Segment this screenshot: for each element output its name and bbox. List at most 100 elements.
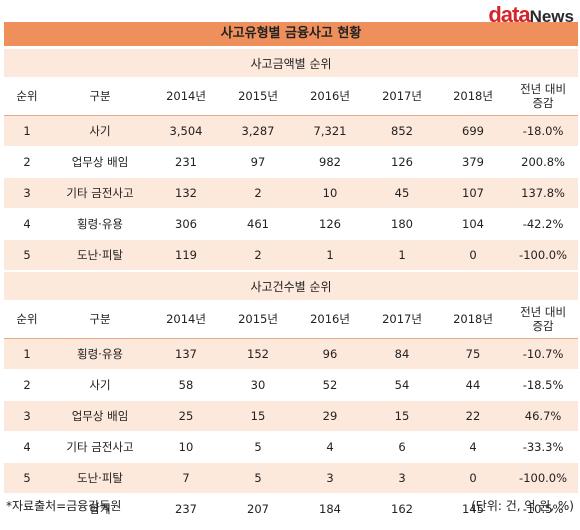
table-cell: 사기 <box>50 115 150 147</box>
table-cell: 횡령·유용 <box>50 208 150 240</box>
table-cell: 1 <box>366 239 438 271</box>
table-cell: 84 <box>366 338 438 370</box>
table-cell: 1 <box>4 338 50 370</box>
table-cell: 도난·피탈 <box>50 239 150 271</box>
table-cell: 137 <box>150 338 222 370</box>
table-cell: 137.8% <box>508 177 579 209</box>
table-cell: 379 <box>438 146 508 178</box>
table-cell: 3 <box>4 400 50 432</box>
page-title: 사고유형별 금융사고 현황 <box>4 22 578 46</box>
table-cell: 3 <box>4 177 50 209</box>
table-cell: 104 <box>438 208 508 240</box>
table-cell: -100.0% <box>508 239 579 271</box>
table-cell: 4 <box>4 431 50 463</box>
source-note: *자료출처=금융감독원 <box>6 499 122 513</box>
column-header: 2017년 <box>366 300 438 339</box>
table-cell: 180 <box>366 208 438 240</box>
table-cell: 45 <box>366 177 438 209</box>
table-cell: 2 <box>222 239 294 271</box>
table-cell: -100.0% <box>508 462 579 494</box>
total-cell: 237 <box>175 502 197 516</box>
table-cell: 3 <box>366 462 438 494</box>
table-cell: 5 <box>4 462 50 494</box>
table-cell: 29 <box>294 400 366 432</box>
table-cell: 119 <box>150 239 222 271</box>
table-cell: 96 <box>294 338 366 370</box>
table-cell: 기타 금전사고 <box>50 177 150 209</box>
table-cell: 7,321 <box>294 115 366 147</box>
table-cell: 5 <box>222 462 294 494</box>
table-cell: 4 <box>4 208 50 240</box>
table-cell: 4 <box>438 431 508 463</box>
column-header: 2016년 <box>294 77 366 116</box>
table-cell: -18.0% <box>508 115 579 147</box>
table-cell: 2 <box>4 146 50 178</box>
table-cell: 4 <box>294 431 366 463</box>
column-header: 2015년 <box>222 77 294 116</box>
column-header: 2014년 <box>150 300 222 339</box>
column-header: 2018년 <box>438 300 508 339</box>
column-header: 구분 <box>50 77 150 116</box>
table-cell: 461 <box>222 208 294 240</box>
column-header-line: 전년 대비 <box>520 82 567 96</box>
column-header: 구분 <box>50 300 150 339</box>
table-cell: 기타 금전사고 <box>50 431 150 463</box>
table-cell: 0 <box>438 239 508 271</box>
table-cell: 132 <box>150 177 222 209</box>
table-cell: 107 <box>438 177 508 209</box>
table-row: 2 사기 58 30 52 54 44 -18.5% <box>4 369 579 401</box>
table-cell: 2 <box>222 177 294 209</box>
table-row: 4 기타 금전사고 10 5 4 6 4 -33.3% <box>4 431 579 463</box>
count-section-header: 사고건수별 순위 <box>4 271 579 300</box>
table-cell: 15 <box>222 400 294 432</box>
total-row: 합계 237 207 184 162 145 -10.5% <box>4 494 578 525</box>
table-row: 3 기타 금전사고 132 2 10 45 107 137.8% <box>4 177 579 209</box>
unit-note: (단위: 건, 억 원, %) <box>471 499 574 513</box>
total-cell: 162 <box>391 502 413 516</box>
table-row: 1 사기 3,504 3,287 7,321 852 699 -18.0% <box>4 115 579 147</box>
table-cell: 200.8% <box>508 146 579 178</box>
column-header: 전년 대비 증감 <box>508 300 579 339</box>
table-row: 5 도난·피탈 7 5 3 3 0 -100.0% <box>4 462 579 494</box>
column-header-line: 증감 <box>532 319 554 333</box>
column-header: 순위 <box>4 300 50 339</box>
table-cell: 44 <box>438 369 508 401</box>
amount-column-headers: 순위 구분 2014년 2015년 2016년 2017년 2018년 전년 대비 증감 <box>4 77 579 116</box>
amount-section-title: 사고금액별 순위 <box>4 48 579 77</box>
table-cell: -42.2% <box>508 208 579 240</box>
count-section-title: 사고건수별 순위 <box>4 271 579 300</box>
total-cell: 184 <box>319 502 341 516</box>
count-ranking-table: 사고건수별 순위 순위 구분 2014년 2015년 2016년 2017년 2018년 전년 … <box>4 271 579 525</box>
table-cell: 5 <box>4 239 50 271</box>
table-cell: 30 <box>222 369 294 401</box>
table-row: 4 횡령·유용 306 461 126 180 104 -42.2% <box>4 208 579 240</box>
total-cell: 145 <box>462 502 484 516</box>
table-cell: 982 <box>294 146 366 178</box>
table-cell: 25 <box>150 400 222 432</box>
table-cell: 126 <box>366 146 438 178</box>
table-cell: 5 <box>222 431 294 463</box>
column-header: 2017년 <box>366 77 438 116</box>
amount-section-header: 사고금액별 순위 <box>4 48 579 77</box>
column-header: 2015년 <box>222 300 294 339</box>
table-cell: 0 <box>438 462 508 494</box>
table-cell: 사기 <box>50 369 150 401</box>
datanews-logo: dataNews <box>488 2 574 27</box>
table-cell: 1 <box>294 239 366 271</box>
table-cell: 46.7% <box>508 400 579 432</box>
table-cell: 52 <box>294 369 366 401</box>
column-header: 2014년 <box>150 77 222 116</box>
table-cell: 업무상 배임 <box>50 400 150 432</box>
table-cell: 10 <box>150 431 222 463</box>
table-row: 5 도난·피탈 119 2 1 1 0 -100.0% <box>4 239 579 271</box>
table-cell: 1 <box>4 115 50 147</box>
column-header: 2016년 <box>294 300 366 339</box>
table-cell: 횡령·유용 <box>50 338 150 370</box>
table-cell: 3 <box>294 462 366 494</box>
column-header-line: 증감 <box>532 96 554 110</box>
table-cell: 97 <box>222 146 294 178</box>
table-cell: 22 <box>438 400 508 432</box>
total-cell: 합계 <box>89 502 111 516</box>
table-cell: 306 <box>150 208 222 240</box>
table-cell: 도난·피탈 <box>50 462 150 494</box>
